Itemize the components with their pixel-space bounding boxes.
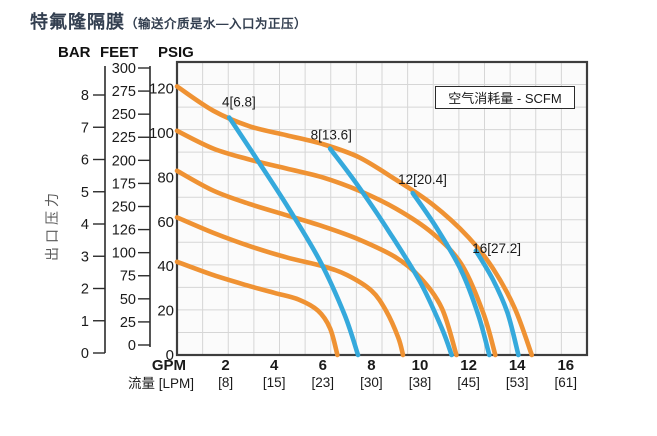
lpm-tick-label: [38] — [409, 375, 432, 390]
feet-axis-tick-label: 75 — [120, 269, 136, 285]
discharge-curve-60psi — [174, 215, 406, 358]
gpm-tick-label: 10 — [412, 357, 429, 374]
psig-axis-tick-label: 60 — [157, 214, 174, 231]
discharge-curve-40psi — [174, 259, 340, 358]
plot-border — [175, 60, 589, 357]
air-consumption-4-scfm — [226, 115, 361, 358]
lpm-tick-label: [15] — [263, 375, 286, 390]
bar-axis-tick-label: 5 — [81, 185, 89, 201]
feet-axis-tick-label: 200 — [112, 153, 136, 169]
bar-axis-tick-label: 7 — [81, 120, 89, 136]
feet-axis-tick-label: 250 — [112, 199, 136, 215]
lpm-tick-label: [45] — [457, 375, 480, 390]
feet-axis-tick-label: 126 — [112, 223, 136, 239]
gpm-tick-label: 14 — [509, 357, 526, 374]
feet-axis-tick-label: 25 — [120, 315, 136, 331]
psig-axis-tick-label: 100 — [149, 125, 174, 142]
bar-axis-tick-label: 6 — [81, 153, 89, 169]
air-consumption-16-scfm — [473, 248, 521, 358]
bar-axis-tick-label: 1 — [81, 314, 89, 330]
air-consumption-12-scfm-label: 12[20.4] — [398, 172, 447, 187]
page-title: 特氟隆隔膜（输送介质是水—入口为正压） — [30, 8, 307, 34]
psig-axis-tick-label: 80 — [157, 169, 174, 186]
x-axis-title-gpm: GPM — [151, 357, 187, 374]
gpm-tick-label: 6 — [319, 357, 327, 374]
gpm-tick-label: 2 — [221, 357, 229, 374]
page-title-main: 特氟隆隔膜 — [30, 12, 125, 32]
bar-axis-tick-label: 3 — [81, 249, 89, 265]
discharge-curve-80psi — [174, 168, 459, 358]
gpm-tick-label: 12 — [460, 357, 477, 374]
axis-header-bar: BAR — [58, 44, 91, 61]
gpm-tick-label: 4 — [270, 357, 279, 374]
lpm-tick-label: [53] — [506, 375, 529, 390]
bar-axis-tick-label: 8 — [81, 88, 89, 104]
bar-axis-tick-label: 2 — [81, 282, 89, 298]
psig-axis-tick-label: 120 — [149, 81, 174, 98]
feet-axis-tick-label: 0 — [128, 338, 136, 354]
psig-axis-tick-label: 40 — [157, 258, 174, 275]
air-consumption-4-scfm-label: 4[6.8] — [222, 94, 256, 109]
bar-axis-tick-label: 0 — [81, 346, 89, 362]
feet-axis-tick-label: 225 — [112, 130, 136, 146]
discharge-curve-120psi — [174, 84, 535, 358]
lpm-tick-label: [8] — [218, 375, 233, 390]
lpm-tick-label: [61] — [555, 375, 578, 390]
air-consumption-8-scfm — [327, 146, 454, 358]
lpm-tick-label: [23] — [312, 375, 335, 390]
feet-axis-tick-label: 275 — [112, 84, 136, 100]
axis-header-feet: FEET — [100, 44, 139, 61]
gpm-tick-label: 8 — [367, 357, 375, 374]
feet-axis-tick-label: 250 — [112, 107, 136, 123]
feet-axis-tick-label: 50 — [120, 292, 136, 308]
air-consumption-12-scfm — [410, 190, 492, 358]
x-axis-title: GPM 流量 [LPM] — [128, 357, 194, 393]
bar-axis-tick-label: 4 — [81, 217, 89, 233]
legend-box: 空气消耗量 - SCFM — [435, 86, 575, 109]
page-title-sub: （输送介质是水—入口为正压） — [125, 17, 308, 31]
feet-axis-tick-label: 300 — [112, 61, 136, 77]
psig-axis-tick-label: 20 — [157, 303, 174, 320]
psig-axis-tick-label: 0 — [166, 347, 174, 364]
x-axis-title-lpm: 流量 [LPM] — [128, 375, 195, 391]
air-consumption-16-scfm-label: 16[27.2] — [472, 241, 521, 256]
lpm-tick-label: [30] — [360, 375, 383, 390]
feet-axis-tick-label: 100 — [112, 246, 136, 262]
axis-header-psig: PSIG — [158, 44, 194, 61]
legend-label: 空气消耗量 - SCFM — [448, 91, 562, 106]
air-consumption-8-scfm-label: 8[13.6] — [311, 128, 352, 143]
gpm-tick-label: 16 — [557, 357, 574, 374]
feet-axis-tick-label: 175 — [112, 176, 136, 192]
